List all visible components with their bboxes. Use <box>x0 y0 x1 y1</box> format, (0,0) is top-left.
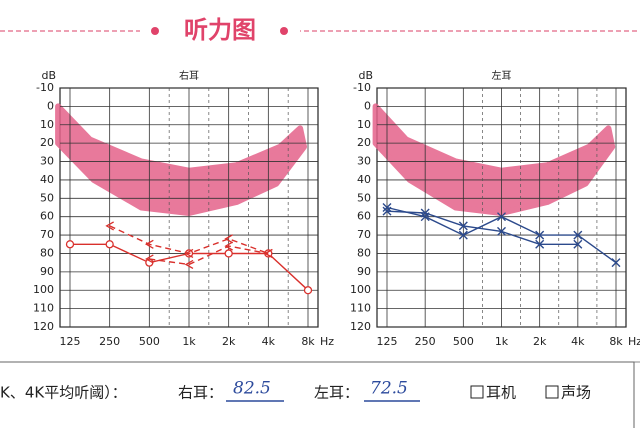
y-tick-label: 100 <box>33 283 54 296</box>
y-tick-label: 50 <box>40 191 54 204</box>
y-tick-label: 70 <box>40 228 54 241</box>
y-tick-label: 20 <box>40 136 54 149</box>
marker <box>458 230 468 240</box>
x-tick-label: 1k <box>182 335 196 348</box>
x-tick-label: 8k <box>301 335 315 348</box>
marker <box>264 248 273 259</box>
x-tick-label: 500 <box>139 335 160 348</box>
series-line <box>386 210 578 245</box>
y-tick-label: -10 <box>353 81 371 94</box>
marker <box>303 286 313 295</box>
option-label: 声场 <box>561 384 591 402</box>
footer-box <box>0 361 635 428</box>
y-tick-label: 110 <box>350 302 371 315</box>
speech-banana <box>55 103 307 216</box>
x-axis-label: Hz <box>320 335 334 348</box>
right-label: 右耳： <box>178 384 223 402</box>
y-tick-label: 90 <box>357 265 371 278</box>
y-tick-label: 20 <box>357 136 371 149</box>
marker <box>535 230 545 240</box>
marker <box>224 234 233 244</box>
footer-label: K、4K平均听阈）： <box>0 384 127 402</box>
y-tick-label: 80 <box>40 246 54 259</box>
marker <box>105 221 114 231</box>
y-tick-label: 40 <box>357 173 371 186</box>
x-tick-label: 4k <box>571 335 585 348</box>
left-label: 左耳： <box>314 384 359 402</box>
x-tick-label: 2k <box>222 335 236 348</box>
left-value: 72.5 <box>370 379 408 399</box>
marker <box>382 203 392 212</box>
y-tick-label: 60 <box>357 210 371 223</box>
x-axis-label: Hz <box>628 335 640 348</box>
checkbox[interactable] <box>545 385 559 399</box>
x-tick-label: 125 <box>377 335 398 348</box>
title-dot <box>280 27 288 35</box>
y-tick-label: 30 <box>357 155 371 168</box>
x-tick-label: 250 <box>99 335 120 348</box>
panel-title: 左耳 <box>492 69 512 82</box>
y-tick-label: 0 <box>47 99 54 112</box>
y-tick-label: 10 <box>40 118 54 131</box>
y-tick-label: 60 <box>40 210 54 223</box>
marker <box>224 249 233 258</box>
title-bg <box>140 16 300 46</box>
y-tick-label: 90 <box>40 265 54 278</box>
marker <box>224 241 233 251</box>
marker <box>611 258 621 268</box>
speech-banana <box>372 103 616 216</box>
y-axis-label: dB <box>358 69 373 82</box>
y-axis-label: dB <box>41 69 56 82</box>
panel-title: 右耳 <box>179 69 199 82</box>
marker <box>184 248 194 259</box>
x-tick-label: 500 <box>453 335 474 348</box>
y-tick-label: 40 <box>40 173 54 186</box>
marker <box>573 230 583 240</box>
y-tick-label: 10 <box>357 118 371 131</box>
y-tick-label: 80 <box>357 246 371 259</box>
checkbox[interactable] <box>470 385 484 399</box>
marker <box>497 212 506 222</box>
y-tick-label: -10 <box>36 81 54 94</box>
option-label: 耳机 <box>486 384 516 402</box>
marker <box>105 240 114 249</box>
x-tick-label: 2k <box>533 335 547 348</box>
marker <box>145 254 154 264</box>
marker <box>184 259 194 270</box>
y-tick-label: 110 <box>33 302 54 315</box>
x-tick-label: 250 <box>415 335 436 348</box>
series-line <box>109 225 269 255</box>
y-tick-label: 30 <box>40 155 54 168</box>
y-tick-label: 0 <box>364 99 371 112</box>
x-tick-label: 1k <box>495 335 509 348</box>
series-line <box>149 245 269 266</box>
x-tick-label: 4k <box>262 335 276 348</box>
right-value: 82.5 <box>233 379 271 399</box>
page-title: 听力图 <box>184 16 256 44</box>
x-tick-label: 8k <box>609 335 623 348</box>
marker <box>420 208 430 218</box>
title-dot <box>151 27 159 35</box>
marker <box>497 226 506 236</box>
y-tick-label: 100 <box>350 283 371 296</box>
x-tick-label: 125 <box>60 335 81 348</box>
y-tick-label: 120 <box>350 320 371 333</box>
y-tick-label: 70 <box>357 228 371 241</box>
marker <box>145 239 154 249</box>
y-tick-label: 50 <box>357 191 371 204</box>
marker <box>535 239 545 249</box>
marker <box>382 206 392 216</box>
y-tick-label: 120 <box>33 320 54 333</box>
marker <box>573 239 583 249</box>
marker <box>458 221 468 231</box>
marker <box>65 240 75 249</box>
